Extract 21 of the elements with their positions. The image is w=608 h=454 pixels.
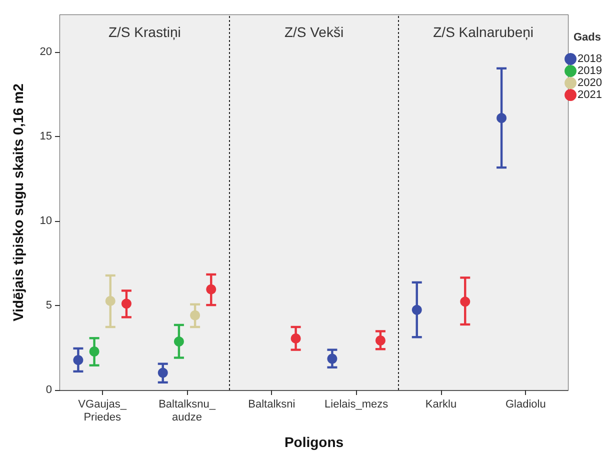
y-tick-label: 0 — [46, 384, 52, 396]
x-tick-label: Gladiolu — [505, 398, 546, 410]
band-label: Z/S Vekši — [284, 24, 344, 40]
band-label: Z/S Krastiņi — [108, 24, 181, 40]
y-tick-label: 20 — [40, 46, 52, 58]
y-axis-title: Vidējais tipisko sugu skaits 0,16 m2 — [10, 83, 26, 322]
legend-label: 2018 — [578, 53, 602, 65]
x-tick-label: Baltalksnu_ audze — [158, 398, 216, 424]
x-tick-label: Karklu — [425, 398, 457, 410]
legend-label: 2020 — [578, 77, 602, 89]
y-tick-label: 5 — [46, 300, 52, 312]
legend-label: 2021 — [578, 89, 602, 101]
x-tick-label: Lielais_mezs — [324, 398, 389, 410]
x-tick-label: Baltalksni — [248, 398, 296, 410]
band-label: Z/S Kalnarubeņi — [433, 24, 534, 40]
x-tick-label: VGaujas_ Priedes — [78, 398, 128, 424]
legend-title: Gads — [573, 32, 602, 44]
x-axis-title: Poligons — [284, 434, 344, 450]
legend-label: 2019 — [578, 65, 602, 77]
y-tick-label: 15 — [40, 130, 52, 143]
y-tick-label: 10 — [40, 215, 52, 228]
